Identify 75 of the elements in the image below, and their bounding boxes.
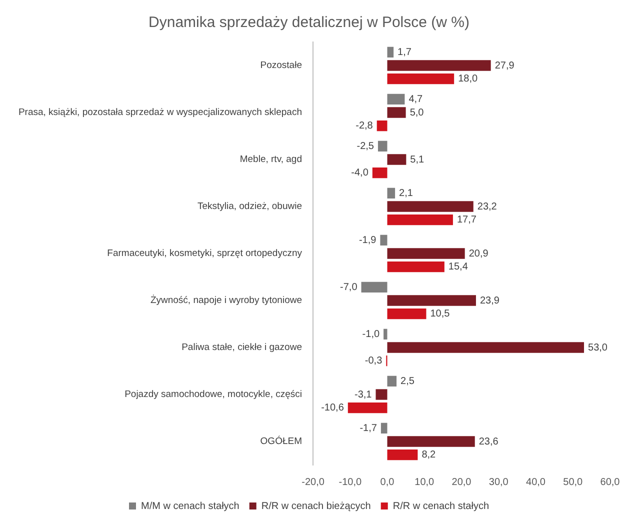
y-tick-label: Paliwa stałe, ciekłe i gazowe	[182, 342, 302, 354]
data-label: 15,4	[448, 262, 468, 273]
data-label: -1,7	[360, 422, 378, 434]
data-label: 23,2	[477, 201, 498, 212]
data-label: 2,1	[399, 188, 414, 199]
data-label: 27,9	[494, 60, 515, 72]
bar	[387, 154, 406, 165]
data-label: 20,9	[468, 248, 489, 260]
bar	[387, 107, 406, 118]
bar	[387, 188, 396, 199]
bar	[378, 140, 388, 152]
bar	[361, 282, 388, 293]
bar	[387, 60, 491, 71]
legend-label: M/M w cenach stałych	[141, 500, 240, 512]
bar	[376, 120, 388, 132]
data-label: 8,2	[422, 450, 436, 461]
x-tick-label: -20,0	[302, 476, 325, 488]
bar	[387, 436, 475, 447]
bar	[387, 214, 453, 226]
y-tick-label: Meble, rtv, agd	[240, 154, 302, 166]
data-label: -1,0	[362, 328, 380, 340]
data-label: -4,0	[351, 168, 369, 179]
data-label: 23,9	[480, 295, 500, 306]
bar	[376, 389, 388, 400]
bar	[372, 167, 388, 178]
data-label: 23,6	[478, 436, 499, 448]
bar	[387, 308, 426, 320]
bar	[387, 248, 465, 259]
data-label: 4,7	[408, 94, 424, 105]
bar	[387, 342, 584, 353]
bar	[387, 261, 444, 272]
bar	[384, 328, 388, 340]
y-tick-label: Pojazdy samochodowe, motocykle, części	[124, 389, 302, 400]
y-tick-label: OGÓŁEM	[260, 435, 302, 448]
data-label: -2,8	[356, 120, 374, 132]
data-label: 1,7	[398, 46, 412, 58]
bar	[380, 422, 388, 434]
bar	[387, 46, 394, 58]
bar	[387, 94, 405, 105]
data-label: 5,0	[410, 107, 424, 118]
bar	[348, 402, 388, 414]
x-tick-label: 0,0	[380, 476, 395, 488]
chart-title: Dynamika sprzedaży detalicznej w Polsce (w %)	[148, 14, 470, 32]
y-tick-label: Tekstylia, odzież, obuwie	[197, 201, 302, 212]
x-tick-label: 60,0	[600, 476, 620, 488]
y-tick-label: Farmaceutyki, kosmetyki, sprzęt ortopedyczny	[107, 248, 302, 260]
y-tick-label: Prasa, książki, pozostała sprzedaż w wyspecjalizowanych sklepach	[18, 107, 302, 118]
x-tick-label: 10,0	[414, 476, 435, 488]
x-tick-label: 30,0	[488, 476, 509, 488]
x-tick-label: 50,0	[563, 476, 584, 488]
bar	[387, 376, 397, 387]
data-label: -1,9	[358, 234, 377, 246]
data-label: -10,6	[321, 402, 344, 414]
data-label: -2,5	[356, 140, 374, 152]
y-tick-label: Pozostałe	[260, 60, 302, 72]
bar	[380, 234, 388, 246]
bar	[387, 201, 474, 212]
legend-label: R/R w cenach stałych	[392, 500, 490, 512]
bar	[387, 73, 454, 84]
y-tick-label: Żywność, napoje i wyroby tytoniowe	[150, 294, 302, 306]
x-tick-label: 40,0	[526, 476, 546, 488]
data-label: 2,5	[400, 376, 415, 387]
data-label: 17,7	[456, 214, 477, 226]
data-label: -3,1	[354, 389, 372, 400]
data-label: -0,3	[364, 356, 383, 367]
data-label: -7,0	[340, 282, 358, 293]
data-label: 18,0	[458, 74, 478, 85]
x-tick-label: 20,0	[452, 476, 472, 488]
data-label: 53,0	[588, 342, 608, 354]
x-tick-label: -10,0	[338, 476, 362, 488]
bar	[387, 449, 418, 460]
bar	[387, 295, 476, 306]
legend-label: R/R w cenach bieżących	[261, 500, 371, 512]
data-label: 10,5	[430, 308, 450, 320]
data-label: 5,1	[410, 154, 425, 166]
